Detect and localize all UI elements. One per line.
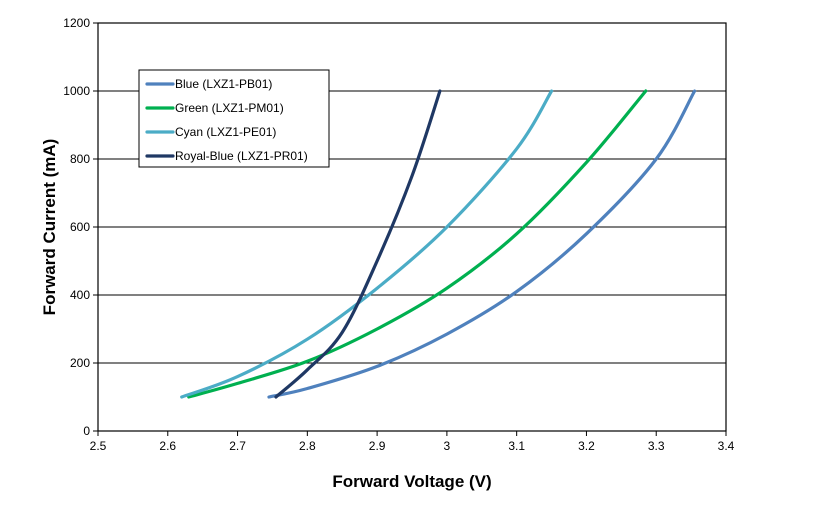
y-tick-label: 1200 [63, 16, 90, 30]
y-tick-label: 0 [83, 424, 90, 438]
x-tick-label: 2.8 [299, 439, 316, 453]
legend-label-2: Green (LXZ1-PM01) [175, 101, 284, 115]
x-tick-label: 3 [444, 439, 451, 453]
legend: Blue (LXZ1-PB01) Green (LXZ1-PM01) Cyan (L… [138, 69, 330, 168]
series-line-4 [274, 89, 442, 399]
legend-label-4: Royal-Blue (LXZ1-PR01) [175, 149, 308, 163]
y-tick-label: 600 [70, 220, 90, 234]
series-layer [180, 89, 697, 399]
y-tick-label: 200 [70, 356, 90, 370]
series-line-3 [180, 89, 554, 399]
x-tick-label: 2.7 [229, 439, 246, 453]
x-tick-label: 3.2 [578, 439, 595, 453]
y-axis-title: Forward Current (mA) [40, 139, 59, 316]
x-tick-label: 3.3 [648, 439, 665, 453]
x-tick-label: 3.1 [508, 439, 525, 453]
x-tick-label: 2.5 [90, 439, 107, 453]
legend-box [138, 69, 330, 168]
series-line-1 [267, 89, 697, 399]
x-tick-label: 2.9 [369, 439, 386, 453]
y-tick-label: 400 [70, 288, 90, 302]
x-axis-title: Forward Voltage (V) [332, 472, 491, 491]
ticks-layer: 0 200 400 600 800 1000 1200 2.5 2.6 2.7 2.8 2.9 3 3.1… [63, 16, 734, 453]
legend-label-3: Cyan (LXZ1-PE01) [175, 125, 276, 139]
x-tick-label: 3.4 [718, 439, 735, 453]
y-tick-label: 800 [70, 152, 90, 166]
x-tick-label: 2.6 [159, 439, 176, 453]
series-line-2 [187, 89, 648, 399]
y-tick-label: 1000 [63, 84, 90, 98]
legend-label-1: Blue (LXZ1-PB01) [175, 77, 272, 91]
